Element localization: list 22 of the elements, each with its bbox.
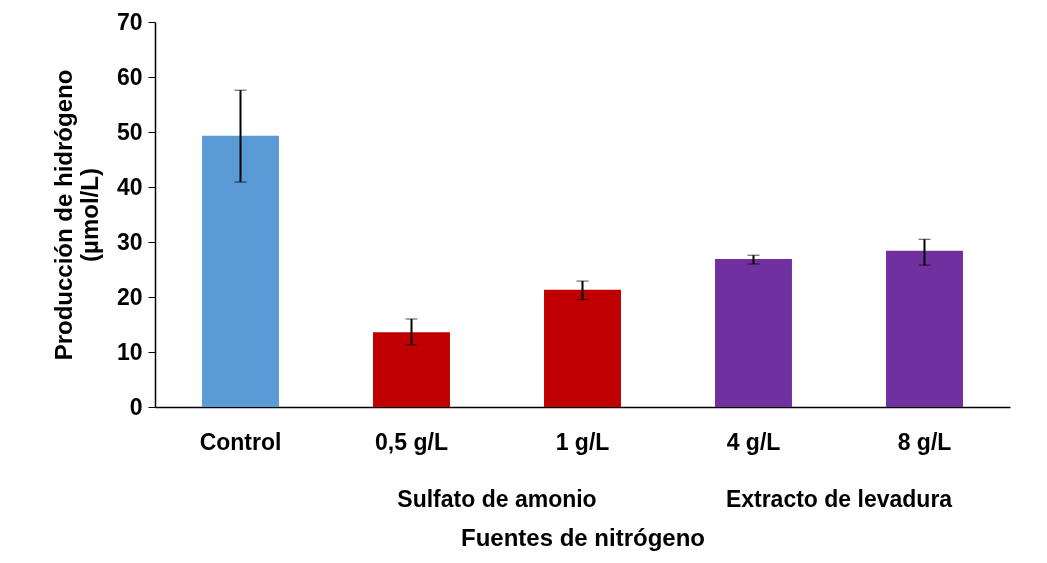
y-tick-label: 60 [116,63,143,90]
text: Sulfato de amonio [397,486,597,512]
bar [202,135,279,407]
x-tick-label: 0,5 g/L [375,428,448,455]
x-tick-label: 1 g/L [555,428,610,455]
y-tick-label: 50 [116,118,143,145]
text: Extracto de levadura [725,486,953,512]
bar [715,259,792,407]
x-axis-title: Fuentes de nitrógeno [460,523,706,551]
bar [373,332,450,407]
x-tick-label: 8 g/L [897,428,952,455]
y-tick-label: 70 [116,8,143,35]
y-axis-title: Producción de hidrógeno (µmol/L) [49,69,103,361]
x-tick-label: Control [199,428,282,455]
y-tick-label: 40 [116,173,143,200]
y-tick-label: 30 [116,228,143,255]
bar [544,289,621,407]
y-tick-label: 10 [116,338,143,365]
bar [886,250,963,407]
y-tick-label: 20 [116,283,143,310]
x-tick-label: 4 g/L [726,428,781,455]
y-tick-label: 0 [129,393,143,420]
